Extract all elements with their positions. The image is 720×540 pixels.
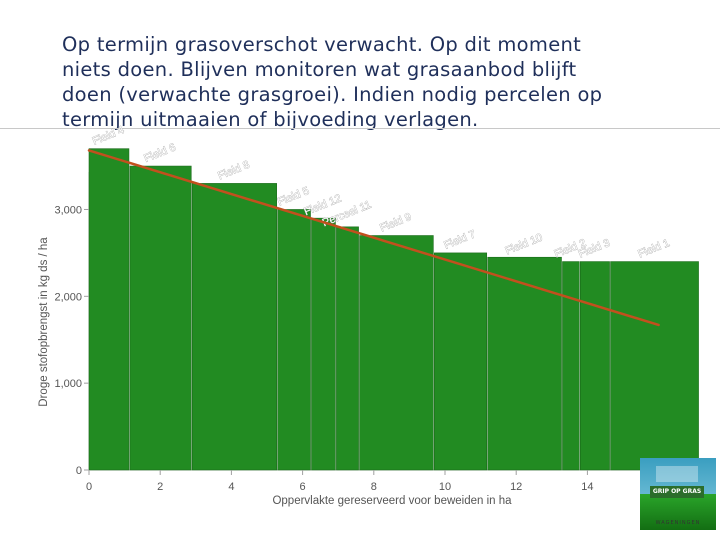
caption: Op termijn grasoverschot verwacht. Op di… xyxy=(62,32,702,132)
logo-org-text: WAGENINGEN xyxy=(655,520,701,526)
caption-line-1: Op termijn grasoverschot verwacht. Op di… xyxy=(62,33,582,56)
x-tick-label-2: 4 xyxy=(228,481,234,493)
bar-9 xyxy=(487,256,562,471)
logo-brand-text: GRIP OP GRAS xyxy=(650,486,704,498)
x-tick-label-0: 0 xyxy=(86,481,92,493)
bar-label-8: Field 7 xyxy=(442,228,477,251)
grip-op-gras-logo: GRIP OP GRAS WAGENINGEN xyxy=(640,458,716,530)
logo-sign xyxy=(656,466,698,482)
bar-label-3: Field 8 xyxy=(216,159,251,182)
y-tick-label-3: 3,000 xyxy=(54,204,82,216)
bar-6 xyxy=(336,226,359,471)
bar-2 xyxy=(129,165,192,471)
bar-label-9: Field 10 xyxy=(504,232,545,258)
caption-line-4: termijn uitmaaien of bijvoeding verlagen… xyxy=(62,108,479,131)
bar-10 xyxy=(562,261,580,471)
bar-label-1: Field 4 xyxy=(91,124,126,147)
x-tick-label-5: 10 xyxy=(439,481,451,493)
x-tick-label-7: 14 xyxy=(581,481,593,493)
bar-label-7: Field 9 xyxy=(378,211,413,234)
bar-7 xyxy=(359,235,434,471)
bar-12 xyxy=(610,261,699,471)
x-tick-label-6: 12 xyxy=(510,481,522,493)
bar-5 xyxy=(311,217,336,471)
x-axis-label: Oppervlakte gereserveerd voor beweiden i… xyxy=(272,495,512,507)
caption-line-3: doen (verwachte grasgroei). Indien nodig… xyxy=(62,83,603,106)
x-tick-label-3: 6 xyxy=(300,481,306,493)
logo-grass xyxy=(640,494,716,530)
y-tick-label-0: 0 xyxy=(76,465,82,477)
bar-4 xyxy=(277,209,311,471)
trend-line xyxy=(87,149,660,327)
divider xyxy=(0,128,720,129)
bar-1 xyxy=(88,148,130,471)
caption-line-2: niets doen. Blijven monitoren wat grasaa… xyxy=(62,58,577,81)
y-tick-label-1: 1,000 xyxy=(54,378,82,390)
y-axis-label: Droge stofopbrengst in kg ds / ha xyxy=(38,237,50,407)
bar-label-2: Field 6 xyxy=(142,142,177,165)
bar-8 xyxy=(434,252,488,471)
bar-11 xyxy=(579,261,610,471)
x-tick-label-1: 2 xyxy=(157,481,163,493)
bar-label-12: Field 1 xyxy=(636,237,671,260)
bar-3 xyxy=(191,183,277,471)
y-tick-label-2: 2,000 xyxy=(54,291,82,303)
x-tick-label-4: 8 xyxy=(371,481,377,493)
